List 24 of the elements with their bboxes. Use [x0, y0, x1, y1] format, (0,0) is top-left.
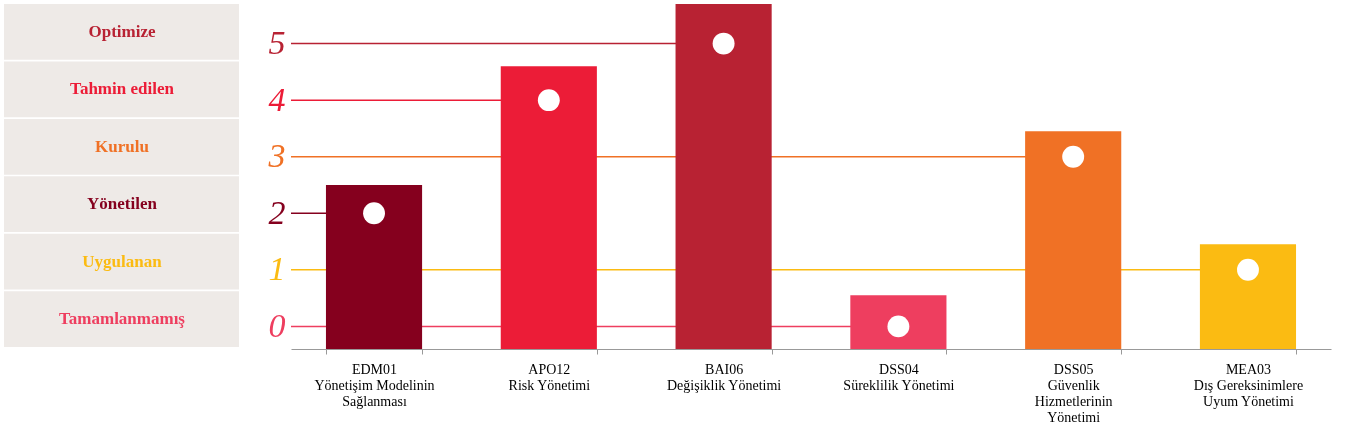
- y-tick-label: 1: [268, 250, 286, 288]
- ref-line-label: Tamamlanmamış: [59, 309, 186, 329]
- x-tick-label: DSS05 Güvenlik Hizmetlerinin Yönetimi: [1034, 361, 1113, 425]
- point: [887, 315, 910, 338]
- y-tick-label: 5: [268, 24, 286, 62]
- point: [1062, 145, 1085, 168]
- x-tick-label: EDM01 Yönetişim Modelinin Sağlanması: [314, 361, 435, 409]
- ref-line-label: Optimize: [88, 21, 156, 41]
- ref-line-label: Kurulu: [95, 136, 149, 156]
- ref-line-label: Yönetilen: [87, 194, 158, 214]
- point: [1237, 258, 1259, 281]
- y-tick-label: 0: [268, 306, 286, 344]
- point: [712, 32, 735, 55]
- y-tick-label: 2: [268, 193, 286, 231]
- point: [363, 202, 385, 225]
- x-tick-label: DSS04 Süreklilik Yönetimi: [843, 361, 955, 393]
- y-tick-label: 4: [268, 80, 286, 118]
- ref-line-label: Tahmin edilen: [70, 79, 175, 99]
- x-tick-label: APO12 Risk Yönetimi: [508, 361, 591, 393]
- x-tick-label: BAI06 Değişiklik Yönetimi: [667, 361, 782, 393]
- y-tick-label: 3: [267, 137, 286, 175]
- point: [537, 89, 560, 112]
- ref-line-label: Uygulanan: [82, 251, 163, 271]
- x-tick-label: MEA03 Dış Gereksinimlere Uyum Yönetimi: [1193, 361, 1304, 409]
